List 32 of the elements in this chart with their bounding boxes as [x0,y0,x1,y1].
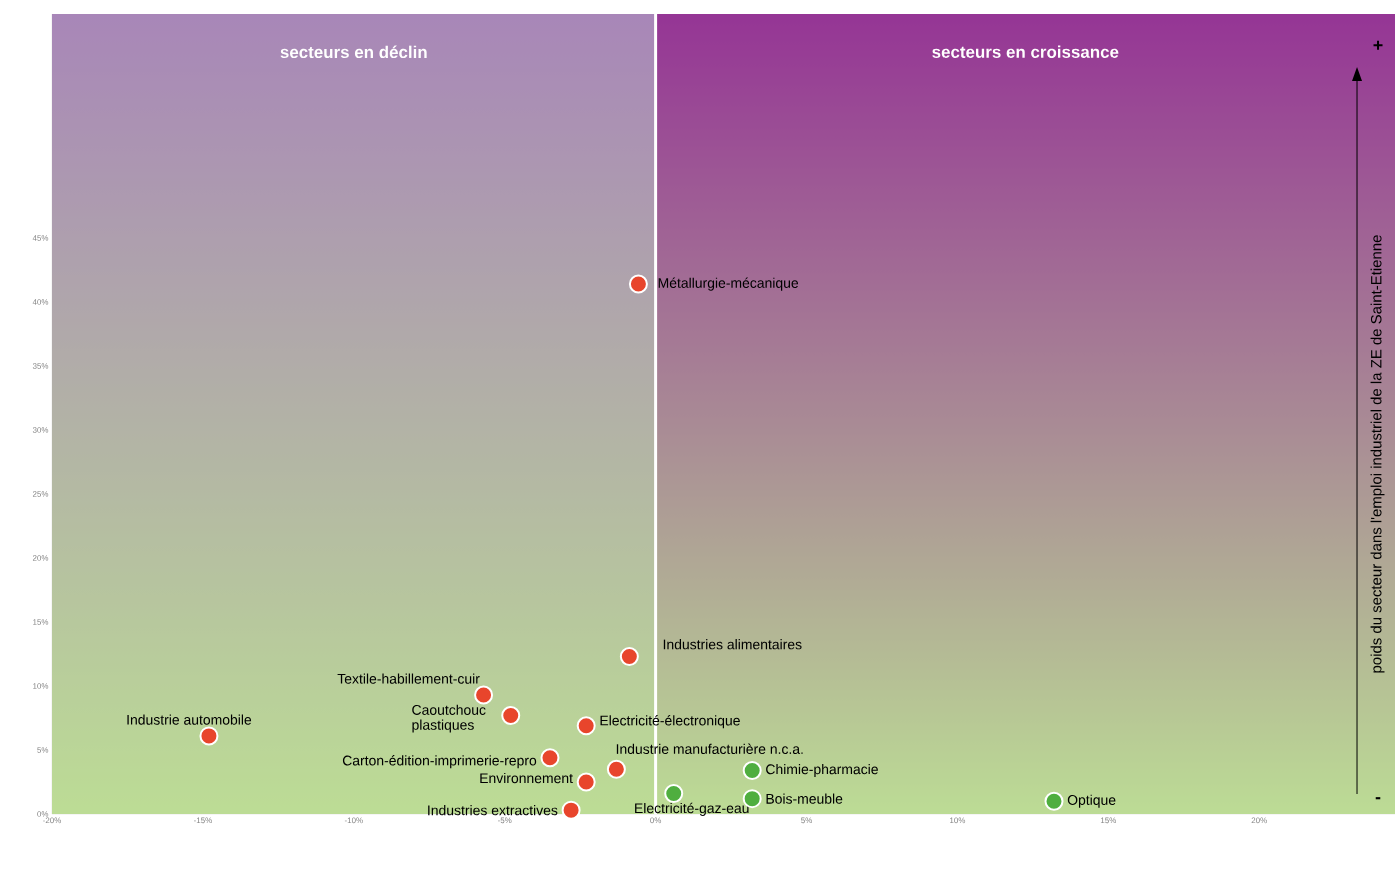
annotation: Textile-habillement-cuir [337,673,480,684]
point [628,274,648,294]
annotation: Industrie manufacturière n.c.a. [616,743,803,754]
y-axis-title: poids du secteur dans l'emploi industriel de la ZE de Saint-Etienne [1370,235,1385,673]
annotation: Bois-meuble [766,793,843,804]
point [576,716,596,736]
annotation: Industrie automobile [127,714,252,725]
annotation: Environnement [480,772,573,784]
point [501,705,521,725]
point [606,759,626,779]
annotation: Caoutchouc plastiques [412,704,486,733]
annotation: Industries alimentaires [663,639,802,650]
point [540,748,560,768]
point [561,800,581,820]
band-label: secteurs en déclin [280,45,427,59]
point [199,726,219,746]
point [576,772,596,792]
point [742,760,762,780]
annotation: Industries extractives [428,805,558,816]
band-label: secteurs en croissance [932,45,1119,58]
annotation: - [1375,797,1381,800]
point [664,784,684,804]
annotation: + [1373,40,1383,50]
annotation: Métallurgie-mécanique [658,277,799,291]
point [1044,791,1064,811]
point [474,685,494,705]
annotation: Electricité-électronique [600,715,740,729]
annotation: Optique [1067,794,1116,808]
point [619,647,639,667]
annotation: Carton-édition-imprimerie-repro [342,755,537,769]
annotation: Electricité-gaz-eau [635,802,749,816]
annotation: Chimie-pharmacie [766,763,878,777]
